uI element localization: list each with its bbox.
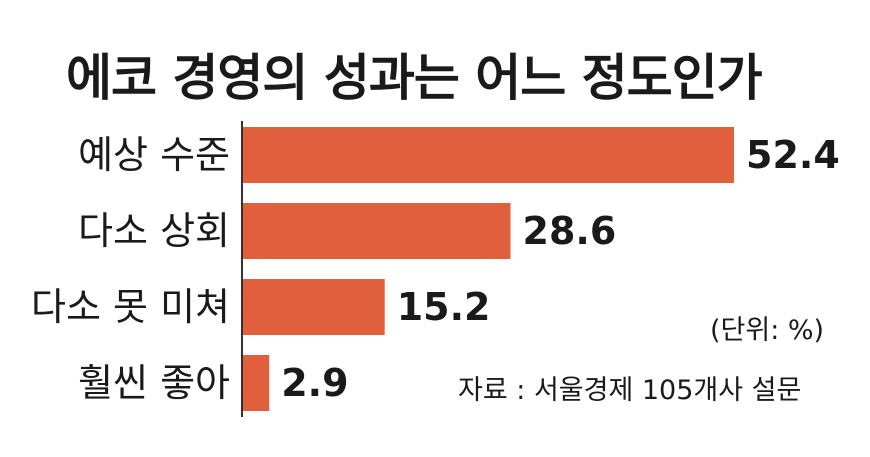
value-label-4: 2.9 [281, 361, 348, 405]
bar-2 [242, 203, 511, 259]
source-note: 자료 : 서울경제 105개사 설문 [458, 375, 802, 406]
value-label-1: 52.4 [746, 133, 840, 177]
category-label-1: 예상 수준 [78, 133, 230, 177]
value-label-2: 28.6 [523, 209, 617, 253]
bar-4 [242, 355, 270, 411]
unit-note: (단위: %) [710, 315, 825, 346]
chart-title: 에코 경영의 성과는 어느 정도인가 [66, 49, 763, 107]
value-label-3: 15.2 [397, 285, 491, 329]
bar-1 [242, 127, 734, 183]
category-label-2: 다소 상회 [78, 209, 230, 253]
category-label-4: 훨씬 좋아 [78, 361, 230, 405]
bars-group: 예상 수준 52.4 다소 상회 28.6 다소 못 미쳐 15.2 훨씬 좋아 2.9 [31, 127, 840, 411]
bar-3 [242, 279, 385, 335]
category-label-3: 다소 못 미쳐 [31, 285, 230, 329]
